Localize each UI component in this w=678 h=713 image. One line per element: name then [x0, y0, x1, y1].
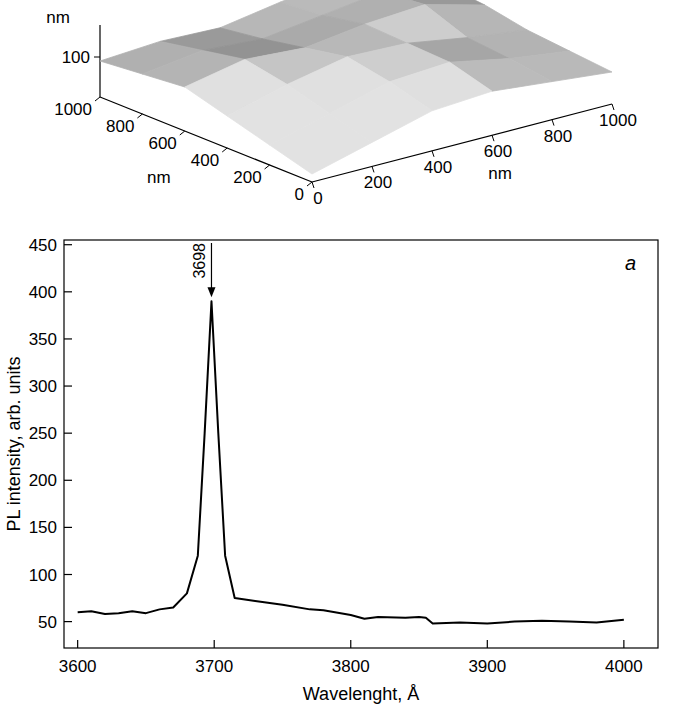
panel-label: a [625, 252, 636, 274]
y-axis-title: nm [147, 168, 171, 187]
annotation-arrow [211, 243, 212, 289]
y-tick-label: 0 [295, 185, 304, 204]
x-tick-label: 0 [313, 189, 322, 208]
x-tick-label: 3600 [59, 657, 97, 676]
x-tick [492, 135, 494, 141]
x-tick-label: 3700 [195, 657, 233, 676]
y-tick-label: 400 [191, 151, 219, 170]
y-tick-label: 50 [38, 613, 57, 632]
y-tick-label: 100 [29, 566, 57, 585]
y-tick [64, 621, 72, 622]
x-tick [214, 640, 215, 648]
z-axis-title: nm [46, 8, 70, 27]
data-group [78, 301, 624, 623]
x-tick-label: 800 [544, 127, 572, 146]
x-tick [623, 640, 624, 648]
plot-frame [64, 240, 658, 648]
y-tick-label: 200 [233, 168, 261, 187]
y-tick [64, 291, 72, 292]
x-tick [487, 640, 488, 648]
y-tick [265, 165, 270, 169]
y-tick [64, 244, 72, 245]
x-tick-label: 600 [484, 142, 512, 161]
surface-plot: 0 200 400 600 800 1000 0 200 400 600 800 1000 100 nm n… [46, 0, 637, 208]
x-axis-title: Wavelenght, Å [303, 684, 419, 704]
y-tick-label: 400 [29, 283, 57, 302]
spectrum-line [78, 301, 624, 623]
y-tick-label: 1000 [54, 100, 92, 119]
y-tick [64, 433, 72, 434]
y-tick-label: 450 [29, 236, 57, 255]
y-tick-label: 200 [29, 471, 57, 490]
x-tick [552, 120, 554, 126]
y-tick [64, 385, 72, 386]
x-tick-label: 3900 [468, 657, 506, 676]
x-tick-label: 400 [424, 158, 452, 177]
y-tick-label: 300 [29, 377, 57, 396]
y-tick-label: 250 [29, 424, 57, 443]
y-tick [307, 182, 312, 186]
x-tick-label: 1000 [599, 111, 637, 130]
x-tick-label: 200 [364, 173, 392, 192]
y-tick [64, 574, 72, 575]
z-tick [94, 57, 100, 58]
surface-cells [100, 0, 612, 174]
z-tick-label: 100 [62, 48, 90, 67]
annotation-text: 3698 [191, 243, 208, 279]
x-tick-label: 3800 [332, 657, 370, 676]
figure: 0 200 400 600 800 1000 0 200 400 600 800 1000 100 nm n… [0, 0, 678, 713]
x-tick [312, 182, 314, 188]
y-tick [64, 338, 72, 339]
surface-cell [270, 113, 372, 174]
y-tick [95, 97, 100, 101]
y-tick-label: 600 [148, 134, 176, 153]
x-tick [612, 104, 614, 110]
y-tick [64, 527, 72, 528]
y-tick-label: 800 [106, 117, 134, 136]
y-tick [222, 148, 227, 152]
y-tick-label: 350 [29, 330, 57, 349]
x-tick-label: 4000 [605, 657, 643, 676]
x-tick [372, 166, 374, 172]
spectrum-plot: 3600 3700 3800 3900 4000 50 100 150 200 250 300 350… [4, 236, 658, 704]
annotation-arrowhead [207, 287, 215, 297]
x-tick [77, 640, 78, 648]
y-tick-label: 150 [29, 518, 57, 537]
y-tick [137, 114, 142, 118]
x-tick [350, 640, 351, 648]
y-tick [64, 480, 72, 481]
x-tick [432, 151, 434, 157]
y-axis-title: PL intensity, arb. units [4, 356, 24, 531]
x-axis-title: nm [488, 164, 512, 183]
y-tick [180, 131, 185, 135]
